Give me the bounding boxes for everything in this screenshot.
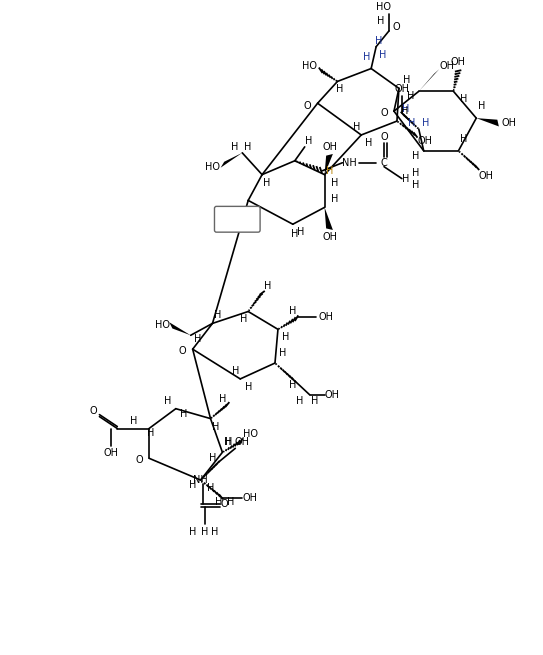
Text: OH: OH	[235, 438, 250, 447]
Text: H: H	[403, 75, 411, 85]
Polygon shape	[202, 453, 223, 473]
Text: H: H	[402, 104, 409, 114]
Polygon shape	[476, 118, 499, 126]
Text: H: H	[460, 134, 467, 144]
Text: H: H	[147, 428, 155, 438]
Text: HO: HO	[243, 430, 258, 440]
Polygon shape	[220, 153, 242, 168]
Text: H: H	[263, 178, 271, 187]
Text: H: H	[207, 483, 214, 493]
Polygon shape	[325, 154, 333, 175]
Text: HO: HO	[205, 162, 220, 172]
Text: OH: OH	[325, 390, 340, 400]
FancyBboxPatch shape	[214, 206, 260, 232]
Text: O: O	[179, 346, 187, 356]
Text: NH: NH	[193, 475, 208, 485]
Polygon shape	[155, 409, 176, 429]
Text: H: H	[311, 396, 318, 405]
Text: H: H	[264, 281, 272, 291]
Text: H: H	[326, 166, 333, 176]
Polygon shape	[325, 208, 333, 230]
Text: H: H	[477, 102, 485, 111]
Text: H: H	[296, 396, 304, 405]
Text: H: H	[336, 84, 343, 94]
Text: O: O	[90, 405, 97, 416]
Text: O: O	[304, 102, 312, 111]
Text: H: H	[408, 118, 415, 128]
Text: OH: OH	[417, 136, 432, 146]
Text: OH: OH	[318, 312, 333, 322]
Text: H: H	[194, 334, 201, 345]
Text: H: H	[331, 195, 338, 204]
Text: HO: HO	[302, 60, 317, 71]
Text: OH: OH	[394, 84, 409, 94]
Text: OH: OH	[502, 118, 516, 128]
Text: HO: HO	[155, 320, 171, 330]
Text: O: O	[392, 22, 400, 32]
Text: H: H	[282, 332, 289, 343]
Text: H: H	[180, 409, 187, 419]
Text: H: H	[380, 50, 387, 60]
Text: NH: NH	[342, 158, 357, 168]
Polygon shape	[169, 322, 191, 335]
Text: H: H	[239, 314, 247, 324]
Text: H: H	[244, 382, 252, 392]
Text: H: H	[365, 138, 373, 148]
Text: H: H	[412, 179, 420, 189]
Text: H: H	[401, 106, 408, 116]
Text: OH: OH	[243, 493, 258, 503]
Text: H: H	[212, 422, 219, 432]
Text: H: H	[297, 227, 305, 237]
Text: H: H	[279, 348, 287, 358]
Text: O: O	[220, 499, 228, 509]
Text: H: H	[460, 94, 467, 104]
Text: OH: OH	[104, 448, 119, 458]
Text: H: H	[289, 307, 296, 316]
Text: H: H	[375, 36, 383, 46]
Text: H: H	[211, 527, 218, 536]
Text: H: H	[291, 229, 299, 239]
Text: H: H	[224, 438, 231, 447]
Text: H: H	[201, 527, 209, 536]
Text: H: H	[130, 415, 138, 426]
Text: OH: OH	[322, 232, 337, 242]
Text: Abs: Abs	[228, 214, 247, 223]
Text: H: H	[189, 480, 197, 490]
Text: OH: OH	[479, 171, 494, 181]
Text: H: H	[243, 142, 251, 152]
Text: H: H	[226, 497, 234, 507]
Text: OH: OH	[451, 56, 466, 67]
Text: H: H	[412, 151, 420, 160]
Text: H: H	[219, 394, 226, 403]
Text: H: H	[231, 142, 238, 152]
Text: HO: HO	[376, 2, 390, 12]
Text: H: H	[232, 366, 239, 376]
Text: H: H	[363, 52, 370, 62]
Text: H: H	[377, 16, 385, 26]
Text: O: O	[380, 108, 388, 118]
Text: O: O	[135, 455, 143, 465]
Text: H: H	[209, 453, 216, 463]
Text: H: H	[407, 91, 414, 102]
Polygon shape	[419, 69, 439, 91]
Text: H: H	[305, 136, 312, 146]
Text: H: H	[402, 174, 409, 183]
Text: H: H	[214, 310, 221, 320]
Text: C: C	[381, 158, 387, 168]
Text: OH: OH	[439, 60, 454, 71]
Text: H: H	[225, 438, 232, 447]
Text: H: H	[412, 168, 420, 178]
Text: H: H	[422, 118, 430, 128]
Text: OH: OH	[322, 142, 337, 152]
Text: H: H	[164, 396, 172, 405]
Text: O: O	[380, 132, 388, 142]
Text: H: H	[352, 122, 360, 132]
Text: H: H	[189, 527, 197, 536]
Text: H: H	[289, 380, 296, 390]
Text: H: H	[331, 178, 338, 187]
Text: H: H	[215, 497, 222, 507]
